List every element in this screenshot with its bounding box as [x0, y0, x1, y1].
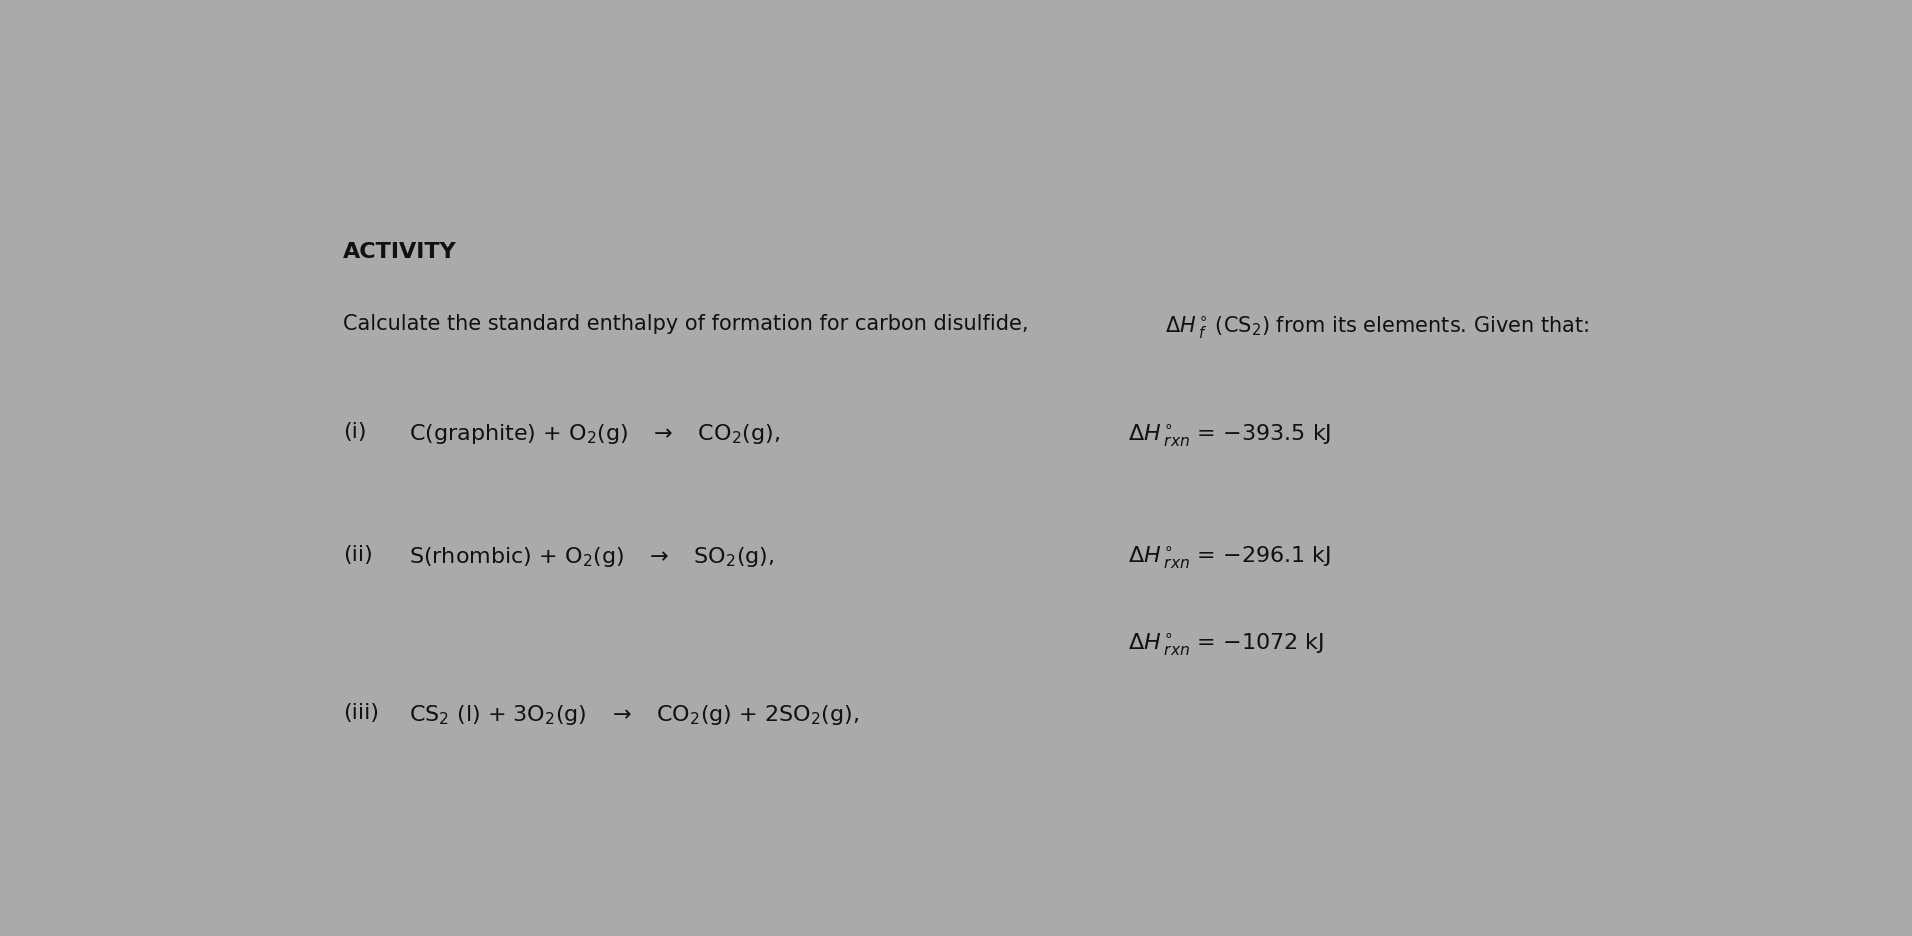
Text: S(rhombic) + O$_2$(g)   $\rightarrow$   SO$_2$(g),: S(rhombic) + O$_2$(g) $\rightarrow$ SO$_… [409, 545, 774, 569]
Text: CS$_2$ (l) + 3O$_2$(g)   $\rightarrow$   CO$_2$(g) + 2SO$_2$(g),: CS$_2$ (l) + 3O$_2$(g) $\rightarrow$ CO$… [409, 703, 860, 727]
Text: (ii): (ii) [342, 545, 373, 564]
Text: (iii): (iii) [342, 703, 379, 724]
Text: (i): (i) [342, 422, 367, 442]
Text: $\Delta H\,^{\circ}_{rxn}$ = $-$296.1 kJ: $\Delta H\,^{\circ}_{rxn}$ = $-$296.1 kJ [1128, 545, 1331, 572]
Text: Calculate the standard enthalpy of formation for carbon disulfide,: Calculate the standard enthalpy of forma… [342, 314, 1034, 334]
Text: $\Delta H\,^{\circ}_{f}$ (CS$_2$) from its elements. Given that:: $\Delta H\,^{\circ}_{f}$ (CS$_2$) from i… [1164, 314, 1589, 340]
Text: $\Delta H\,^{\circ}_{rxn}$ = $-$393.5 kJ: $\Delta H\,^{\circ}_{rxn}$ = $-$393.5 kJ [1128, 422, 1331, 449]
Text: $\Delta H\,^{\circ}_{rxn}$ = $-$1072 kJ: $\Delta H\,^{\circ}_{rxn}$ = $-$1072 kJ [1128, 631, 1325, 658]
Text: C(graphite) + O$_2$(g)   $\rightarrow$   CO$_2$(g),: C(graphite) + O$_2$(g) $\rightarrow$ CO$… [409, 422, 780, 446]
Text: ACTIVITY: ACTIVITY [342, 242, 457, 262]
